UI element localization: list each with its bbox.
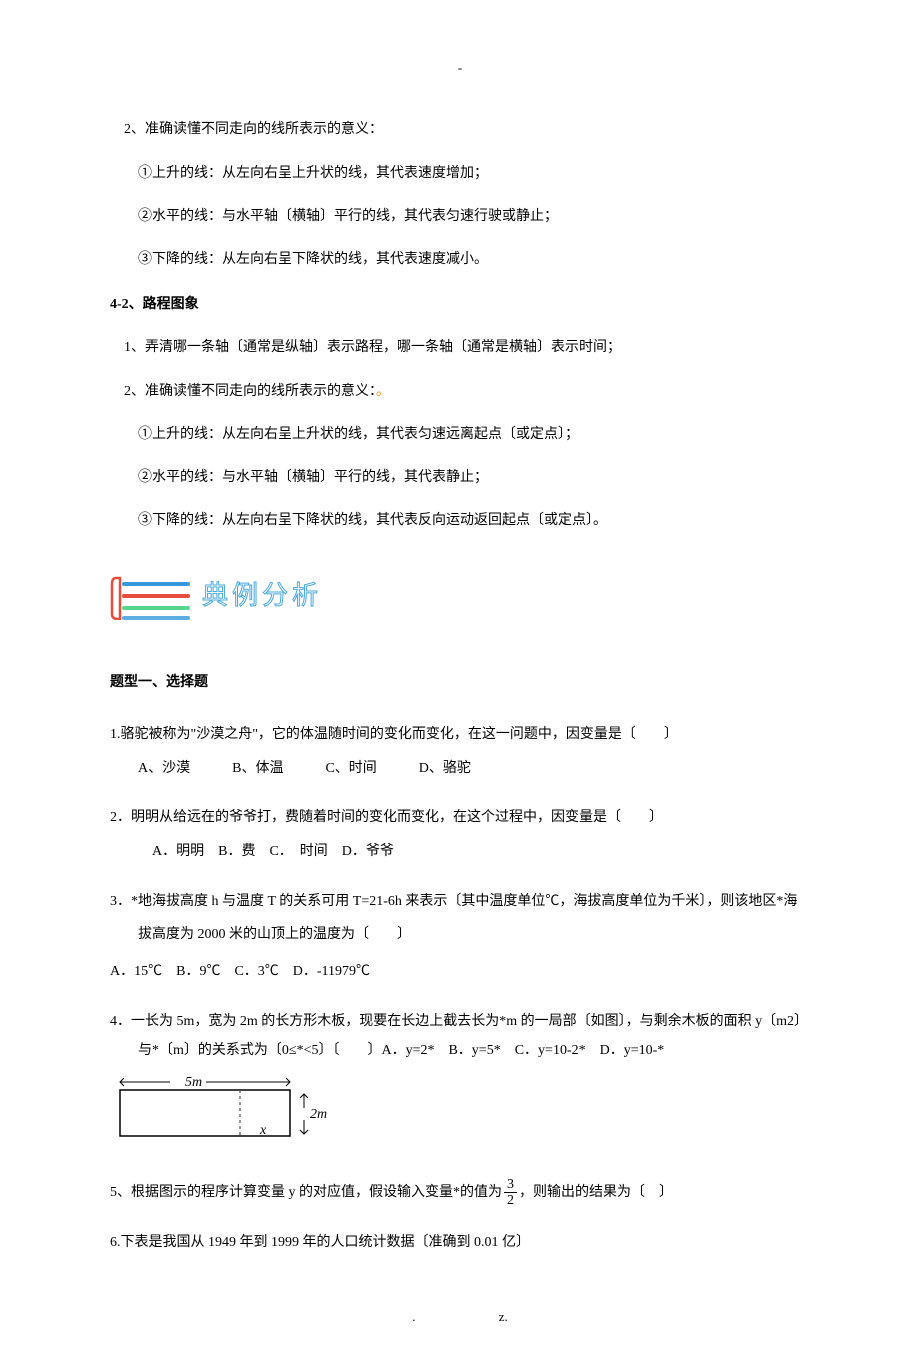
question-6: 6.下表是我国从 1949 年到 1999 年的人口统计数据〔准确到 0.01 … — [110, 1226, 810, 1260]
q2-options: A．明明 B．费 C． 时间 D．爷爷 — [110, 835, 810, 869]
q4-text: 4．一长为 5m，宽为 2m 的长方形木板，现要在长边上截去长为*m 的一局部〔… — [110, 1014, 808, 1058]
question-4: 4．一长为 5m，宽为 2m 的长方形木板，现要在长边上截去长为*m 的一局部〔… — [110, 1007, 810, 1066]
q4-figure: 5m x 2m — [110, 1072, 810, 1160]
sec2-p2-text: 2、准确读懂不同走向的线所表示的意义： — [124, 384, 376, 399]
sec1-item3-pre: ③ — [138, 252, 152, 267]
q1-text: 1.骆驼被称为"沙漠之舟"，它的体温随时间的变化而变化，在这一问题中，因变量是〔… — [110, 718, 810, 752]
sec1-item1: ①上升的线：从左向右呈上升状的线，其代表速度增加； — [110, 154, 810, 193]
q3-text: 3．*地海拔高度 h 与温度 T 的关系可用 T=21-6h 来表示〔其中温度单… — [110, 894, 797, 943]
sec2-p2: 2、准确读懂不同走向的线所表示的意义：。 — [110, 372, 810, 411]
sec1-item3-body: 下降的线：从左向右呈下降状的线，其代表速度减小。 — [152, 252, 488, 267]
sec2-title: 4-2、路程图象 — [110, 285, 810, 324]
banner-lines-icon — [110, 574, 190, 620]
q5-post: ，则输出的结果为〔 〕 — [519, 1185, 673, 1200]
q5-num: 3 — [504, 1177, 517, 1193]
banner-label: 典例分析 — [202, 560, 322, 633]
q5-pre: 5、根据图示的程序计算变量 y 的对应值，假设输入变量*的值为 — [110, 1185, 502, 1200]
orange-dot-icon: 。 — [376, 384, 390, 399]
question-section-title: 题型一、选择题 — [110, 663, 810, 702]
sec1-p2: 2、准确读懂不同走向的线所表示的意义： — [110, 110, 810, 149]
q3-options: A．15℃ B．9℃ C．3℃ D．-11979℃ — [110, 952, 810, 991]
question-1: 1.骆驼被称为"沙漠之舟"，它的体温随时间的变化而变化，在这一问题中，因变量是〔… — [110, 718, 810, 785]
svg-text:x: x — [259, 1123, 267, 1138]
sec2-item1: ①上升的线：从左向右呈上升状的线，其代表匀速远离起点〔或定点〕； — [110, 415, 810, 454]
question-5: 5、根据图示的程序计算变量 y 的对应值，假设输入变量*的值为32，则输出的结果… — [110, 1176, 810, 1210]
question-3: 3．*地海拔高度 h 与温度 T 的关系可用 T=21-6h 来表示〔其中温度单… — [110, 885, 810, 952]
sec1-item3: ③下降的线：从左向右呈下降状的线，其代表速度减小。 — [110, 240, 810, 279]
q5-den: 2 — [504, 1193, 517, 1208]
q2-text: 2．明明从给远在的爷爷打，费随着时间的变化而变化，在这个过程中，因变量是〔 〕 — [110, 801, 810, 835]
page-header-dash: - — [110, 50, 810, 86]
analysis-banner: 典例分析 — [110, 560, 810, 633]
sec2-item2: ②水平的线：与水平轴〔横轴〕平行的线，其代表静止； — [110, 458, 810, 497]
sec1-item2: ②水平的线：与水平轴〔横轴〕平行的线，其代表匀速行驶或静止； — [110, 197, 810, 236]
sec2-item3: ③下降的线：从左向右呈下降状的线，其代表反向运动返回起点〔或定点〕。 — [110, 501, 810, 540]
q1-options: A、沙漠 B、体温 C、时间 D、骆驼 — [110, 752, 810, 786]
q5-fraction: 32 — [504, 1177, 517, 1209]
svg-text:2m: 2m — [310, 1107, 327, 1122]
footer-z: z. — [499, 1309, 508, 1324]
svg-text:5m: 5m — [185, 1075, 202, 1090]
footer-dot: . — [412, 1309, 415, 1324]
page-footer: . z. — [110, 1299, 810, 1335]
sec2-p1: 1、弄清哪一条轴〔通常是纵轴〕表示路程，哪一条轴〔通常是横轴〕表示时间； — [110, 328, 810, 367]
question-2: 2．明明从给远在的爷爷打，费随着时间的变化而变化，在这个过程中，因变量是〔 〕 … — [110, 801, 810, 868]
